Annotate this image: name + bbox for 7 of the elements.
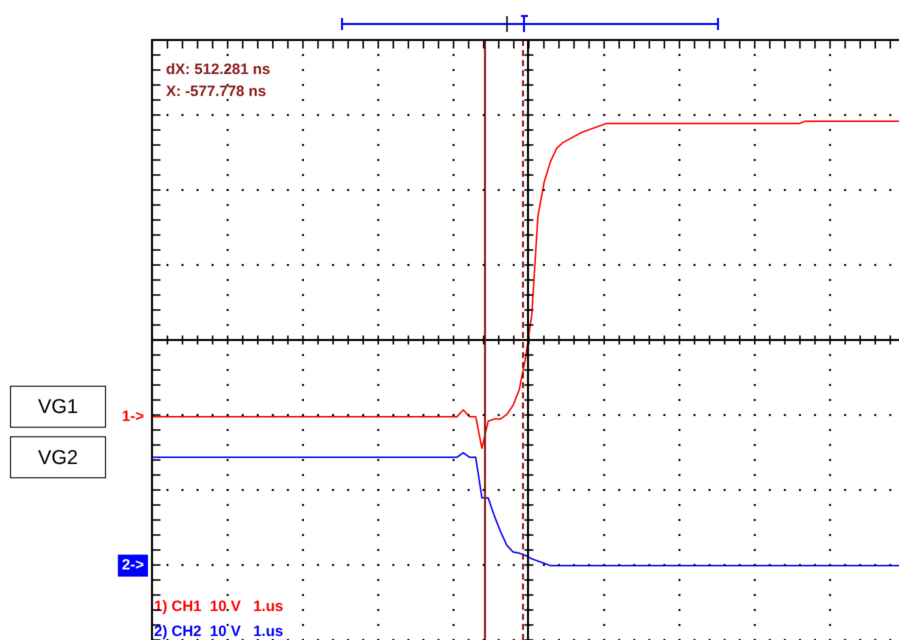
text: 2->: [122, 556, 144, 574]
text: dX: 512.281 ns: [166, 61, 270, 78]
text: VG1: [38, 396, 78, 418]
text: X: -577.778 ns: [166, 83, 266, 100]
text: 2) CH2 10 V 1.us: [154, 623, 284, 640]
text: VG2: [38, 446, 78, 469]
text: 1->: [122, 408, 144, 425]
